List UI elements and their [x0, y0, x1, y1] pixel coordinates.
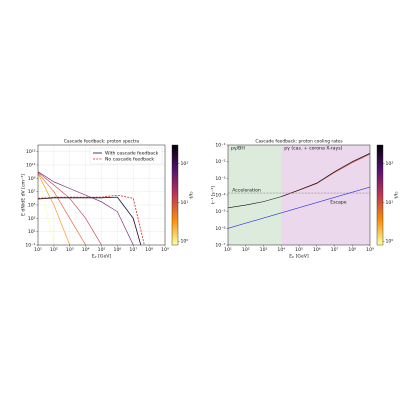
- legend-label: With cascade feedback: [105, 151, 159, 157]
- y-tick-label: 10⁻¹: [25, 243, 35, 249]
- y-tick-label: 10⁷: [28, 189, 36, 195]
- y-tick-label: 10⁻¹: [215, 143, 225, 149]
- region-label: pγ (cas. + corona X-rays): [284, 146, 342, 152]
- y-tick-label: 10¹: [28, 229, 36, 235]
- series-line: [38, 196, 142, 245]
- x-tick-label: 10²: [50, 247, 58, 253]
- x-tick-label: 10²: [242, 247, 250, 253]
- colorbar-label: t/t₀: [189, 191, 195, 198]
- y-tick-label: 10⁻²: [215, 159, 225, 165]
- x-tick-label: 10⁹: [366, 247, 374, 253]
- y-axis-label: t⁻¹ [s⁻¹]: [211, 186, 217, 204]
- line-label: Escape: [330, 200, 347, 206]
- series-line: [38, 173, 71, 245]
- colorbar-tick-label: 10⁰: [181, 239, 189, 245]
- y-tick-label: 10⁻⁵: [215, 209, 225, 215]
- series-line: [228, 152, 370, 209]
- line-label: Acceleration: [232, 188, 261, 194]
- colorbar: [376, 144, 384, 246]
- x-tick-label: 10³: [66, 247, 74, 253]
- x-tick-label: 10¹: [224, 247, 232, 253]
- x-tick-label: 10¹: [34, 247, 42, 253]
- x-tick-label: 10⁵: [98, 247, 106, 253]
- y-tick-label: 10¹³: [26, 149, 36, 155]
- y-axis-label: E dN/dE dV [cm⁻³]: [21, 174, 27, 216]
- colorbar-tick-label: 10²: [386, 161, 394, 167]
- region: [228, 145, 282, 245]
- region-label: pγ/BH: [231, 146, 245, 152]
- y-tick-label: 10⁹: [28, 176, 36, 182]
- x-tick-label: 10⁷: [129, 247, 137, 253]
- y-tick-label: 10⁻⁴: [215, 193, 225, 199]
- x-tick-label: 10⁴: [82, 247, 90, 253]
- x-tick-label: 10⁸: [145, 247, 153, 253]
- series-line: [38, 175, 55, 245]
- y-tick-label: 10⁻⁶: [215, 226, 225, 232]
- x-axis-label: Eₚ [GeV]: [289, 254, 309, 260]
- axes-frame: [37, 144, 166, 246]
- y-tick-label: 10³: [28, 216, 36, 222]
- x-tick-label: 10⁸: [348, 247, 356, 253]
- x-axis-label: Eₚ [GeV]: [92, 254, 112, 260]
- legend-box: [89, 147, 163, 165]
- y-tick-label: 10⁵: [28, 203, 36, 209]
- series-line: [38, 172, 102, 245]
- y-tick-label: 10¹¹: [26, 163, 36, 169]
- chart-title: Cascade feedback: proton spectra: [64, 139, 140, 145]
- series-line: [38, 194, 145, 245]
- colorbar: [171, 144, 179, 246]
- colorbar-tick-label: 10¹: [386, 200, 394, 206]
- chart-title: Cascade feedback: proton cooling rates: [255, 139, 343, 145]
- colorbar-label: t/t₀: [394, 191, 400, 198]
- x-tick-label: 10⁵: [295, 247, 303, 253]
- x-tick-label: 10⁶: [114, 247, 122, 253]
- y-tick-label: 10⁻⁷: [215, 243, 225, 249]
- legend-label: No cascade feedback: [105, 157, 154, 163]
- series-line: [38, 172, 86, 245]
- series-line: [228, 186, 370, 229]
- series-line: [38, 171, 134, 245]
- axes-frame: [227, 144, 371, 246]
- x-tick-label: 10³: [260, 247, 268, 253]
- x-tick-label: 10⁶: [313, 247, 321, 253]
- colorbar-tick-label: 10⁰: [386, 239, 394, 245]
- x-tick-label: 10⁷: [331, 247, 339, 253]
- y-tick-label: 10⁻³: [215, 176, 225, 182]
- x-tick-label: 10⁴: [277, 247, 285, 253]
- colorbar-tick-label: 10²: [181, 161, 189, 167]
- colorbar-tick-label: 10¹: [181, 200, 189, 206]
- x-tick-label: 10⁹: [161, 247, 169, 253]
